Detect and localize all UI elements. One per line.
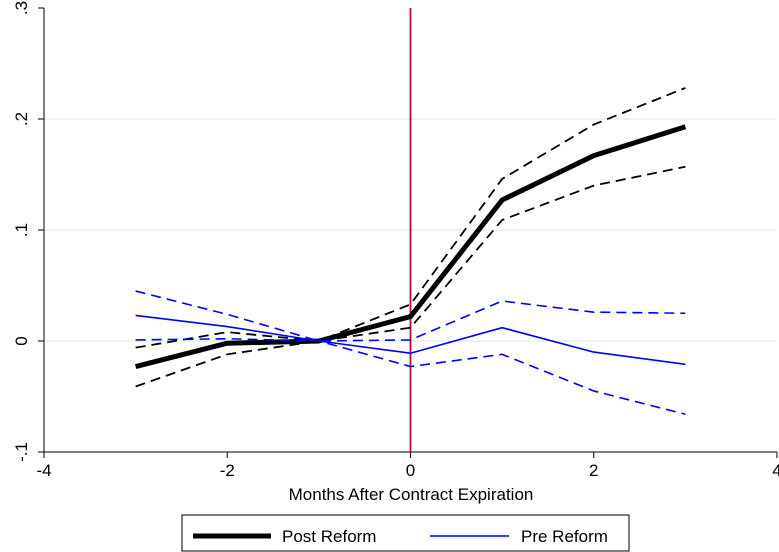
series-post-reform-ci-upper [135, 87, 686, 349]
series-group [135, 87, 687, 416]
x-tick-label-4: 4 [772, 461, 779, 480]
x-tick-label-3: 2 [589, 461, 598, 480]
series-pre-reform-ci-upper [135, 290, 686, 342]
legend-label-pre-reform: Pre Reform [521, 527, 608, 546]
x-tick-label-0: -4 [36, 461, 51, 480]
legend-box [181, 514, 630, 552]
legend-label-post-reform: Post Reform [282, 527, 376, 546]
x-axis-title: Months After Contract Expiration [289, 485, 534, 504]
y-tick-label-0: -.1 [12, 442, 31, 462]
x-tick-label-1: -2 [220, 461, 235, 480]
legend: Post Reform Pre Reform [181, 514, 630, 552]
y-tick-label-1: 0 [12, 336, 31, 345]
tick-labels: -.1 0 .1 .2 .3 -4 -2 0 2 4 [12, 1, 779, 480]
series-post-reform-line [135, 124, 687, 369]
y-tick-label-2: .1 [12, 223, 31, 237]
x-tick-label-2: 0 [406, 461, 415, 480]
axes [38, 7, 778, 458]
y-tick-label-4: .3 [12, 1, 31, 15]
series-pre-reform-line [135, 314, 686, 366]
y-tick-label-3: .2 [12, 112, 31, 126]
series-post-reform-ci-lower [135, 165, 686, 388]
series-pre-reform-ci-lower [135, 337, 686, 416]
